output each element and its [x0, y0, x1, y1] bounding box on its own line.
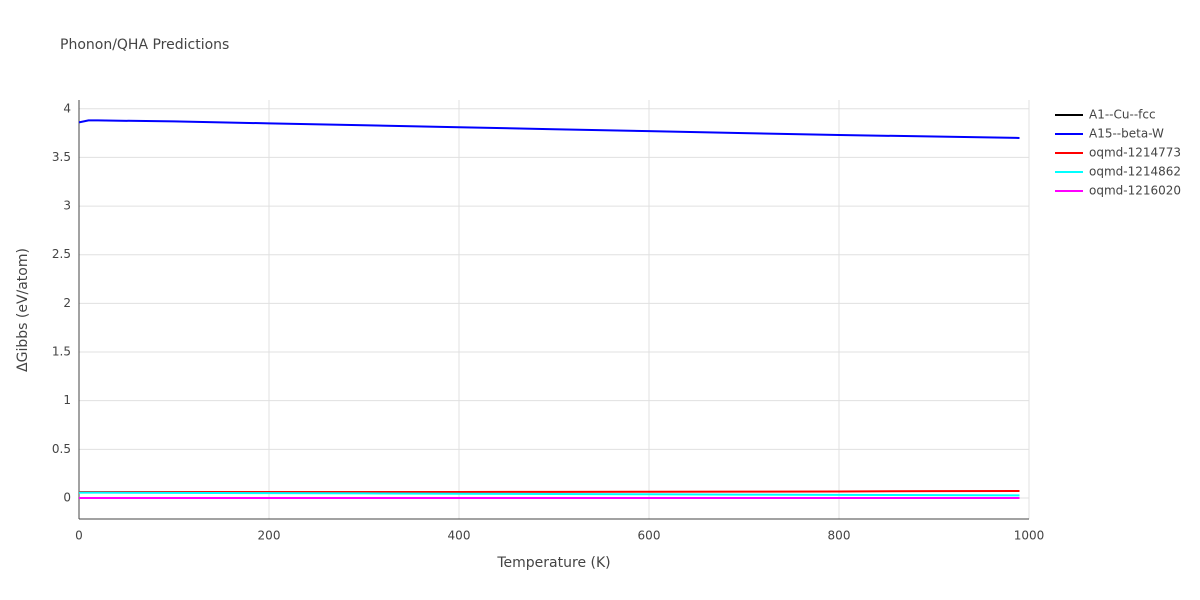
x-tick-label: 200 — [258, 529, 281, 543]
series-line — [79, 491, 1020, 497]
legend-label: A1--Cu--fcc — [1089, 108, 1156, 122]
y-tick-label: 0 — [63, 490, 71, 504]
y-tick-label: 2.5 — [52, 247, 71, 261]
x-tick-label: 400 — [448, 529, 471, 543]
x-axis-title: Temperature (K) — [496, 555, 610, 571]
legend-label: oqmd-1216020 — [1089, 184, 1181, 198]
y-tick-label: 2 — [63, 296, 71, 310]
legend-label: oqmd-1214773 — [1089, 146, 1181, 160]
y-tick-label: 3.5 — [52, 150, 71, 164]
y-axis-title: ΔGibbs (eV/atom) — [15, 248, 31, 372]
y-tick-label: 0.5 — [52, 442, 71, 456]
series-line — [78, 119, 1020, 139]
legend-label: A15--beta-W — [1089, 127, 1164, 141]
x-tick-label: 1000 — [1014, 529, 1045, 543]
x-tick-label: 800 — [828, 529, 851, 543]
x-tick-label: 0 — [75, 529, 83, 543]
y-tick-label: 1.5 — [52, 345, 71, 359]
legend-label: oqmd-1214862 — [1089, 165, 1181, 179]
series-line — [79, 489, 1020, 493]
y-tick-label: 1 — [63, 393, 71, 407]
y-tick-label: 4 — [63, 101, 71, 115]
x-tick-label: 600 — [638, 529, 661, 543]
chart-title: Phonon/QHA Predictions — [60, 37, 229, 53]
y-tick-label: 3 — [63, 199, 71, 213]
